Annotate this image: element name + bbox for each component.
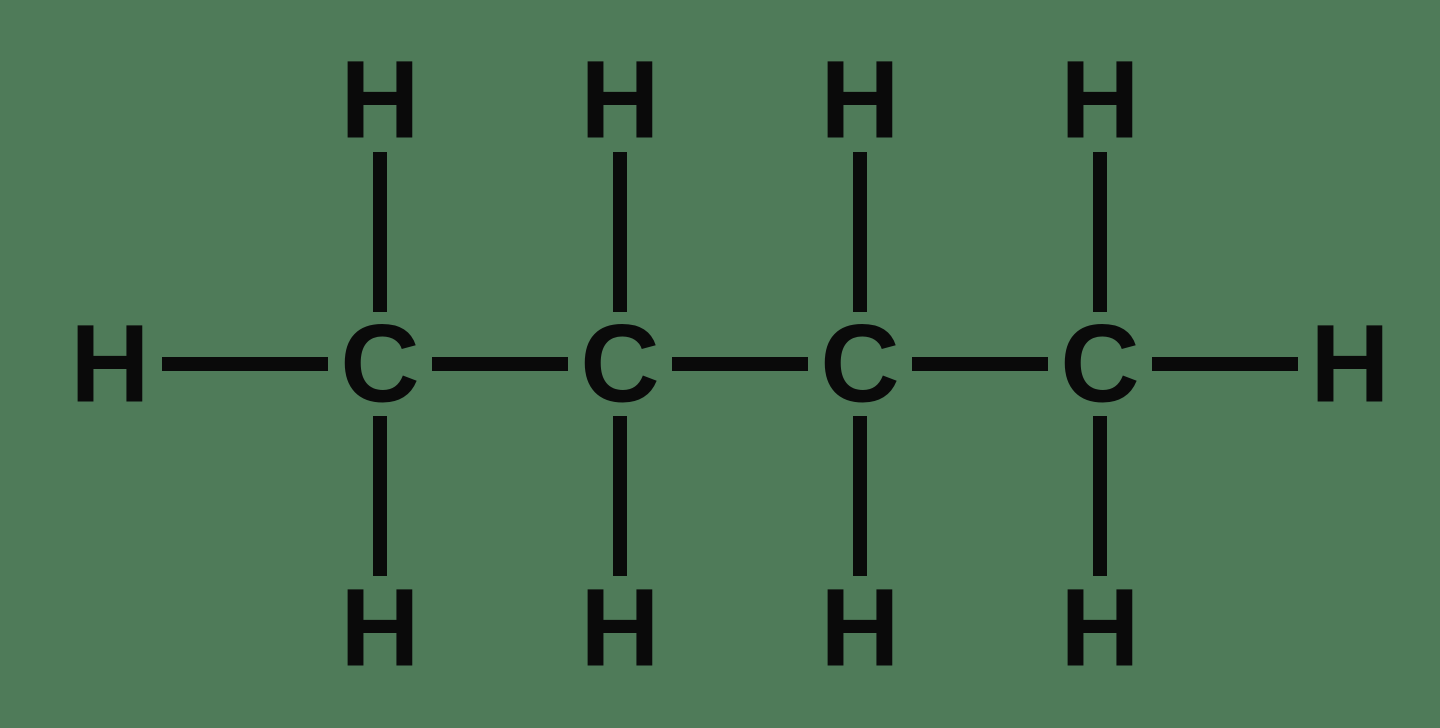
chemical-structure-diagram: H C C C C H H H H H H H H H — [0, 0, 1440, 728]
atom-label-h: H — [820, 567, 899, 690]
atom-label-h: H — [70, 303, 149, 426]
atom-label-c: C — [820, 303, 899, 426]
atom-label-c: C — [340, 303, 419, 426]
atom-label-c: C — [1060, 303, 1139, 426]
atom-label-h: H — [1310, 303, 1389, 426]
atom-label-h: H — [580, 39, 659, 162]
atom-label-h: H — [820, 39, 899, 162]
atom-label-h: H — [580, 567, 659, 690]
atom-label-h: H — [1060, 39, 1139, 162]
atom-label-c: C — [580, 303, 659, 426]
atom-label-h: H — [1060, 567, 1139, 690]
atom-label-h: H — [340, 39, 419, 162]
atom-label-h: H — [340, 567, 419, 690]
